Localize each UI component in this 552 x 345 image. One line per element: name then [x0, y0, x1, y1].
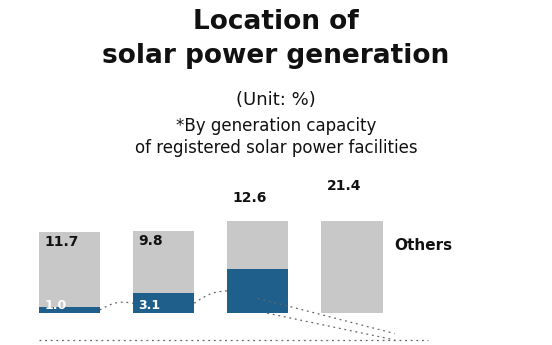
Text: of registered solar power facilities: of registered solar power facilities: [135, 139, 417, 157]
Text: solar power generation: solar power generation: [102, 43, 450, 69]
Text: 3.1: 3.1: [139, 299, 161, 312]
Text: 9.8: 9.8: [139, 234, 163, 248]
Bar: [227, 188, 289, 268]
Text: Others: Others: [394, 237, 452, 253]
Text: Location of: Location of: [193, 9, 359, 34]
Text: (Unit: %): (Unit: %): [236, 91, 316, 109]
Bar: [39, 307, 100, 313]
Bar: [39, 232, 100, 307]
Text: 12.6: 12.6: [233, 191, 267, 205]
Bar: [133, 231, 194, 293]
Bar: [133, 293, 194, 313]
Bar: [227, 268, 289, 313]
Text: 1.0: 1.0: [44, 299, 66, 312]
Text: *By generation capacity: *By generation capacity: [176, 117, 376, 135]
Text: 11.7: 11.7: [44, 235, 78, 249]
Text: 21.4: 21.4: [327, 179, 362, 194]
Bar: [321, 177, 383, 313]
